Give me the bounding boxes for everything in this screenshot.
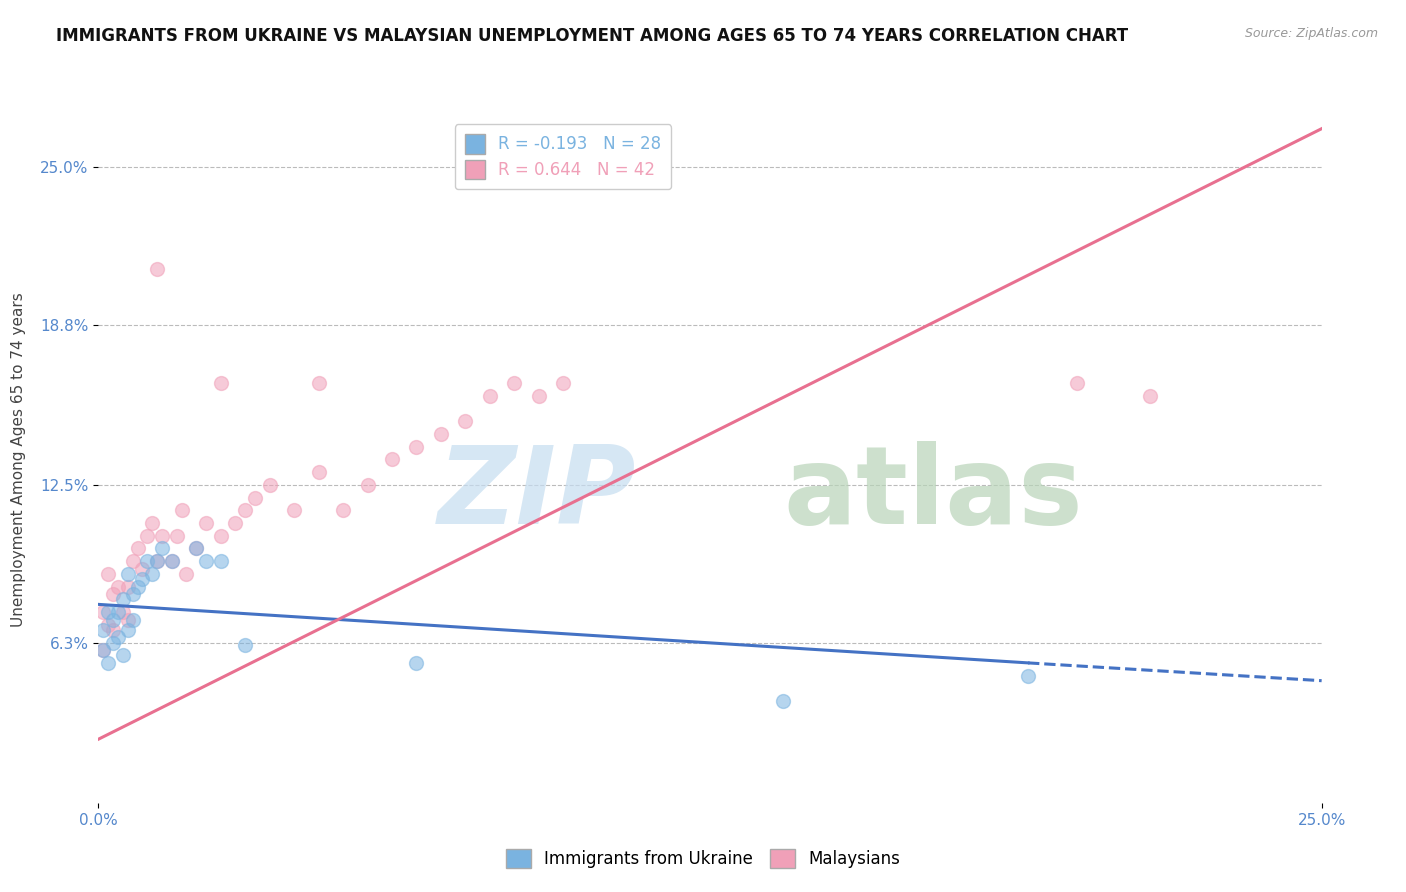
- Point: [332, 503, 354, 517]
- Point: [160, 554, 183, 568]
- Point: [117, 580, 139, 594]
- Point: [101, 587, 124, 601]
- Point: [136, 529, 159, 543]
- Point: [381, 452, 404, 467]
- Point: [150, 541, 173, 556]
- Point: [233, 638, 256, 652]
- Point: [101, 635, 124, 649]
- Point: [97, 566, 120, 581]
- Point: [91, 643, 114, 657]
- Point: [478, 389, 501, 403]
- Point: [141, 516, 163, 530]
- Text: ZIP: ZIP: [439, 441, 637, 547]
- Legend: R = -0.193   N = 28, R = 0.644   N = 42: R = -0.193 N = 28, R = 0.644 N = 42: [456, 124, 672, 189]
- Point: [503, 376, 526, 390]
- Point: [259, 478, 281, 492]
- Point: [160, 554, 183, 568]
- Point: [91, 623, 114, 637]
- Point: [186, 541, 208, 556]
- Point: [101, 613, 124, 627]
- Legend: Immigrants from Ukraine, Malaysians: Immigrants from Ukraine, Malaysians: [499, 842, 907, 875]
- Point: [233, 503, 256, 517]
- Point: [1017, 668, 1039, 682]
- Text: IMMIGRANTS FROM UKRAINE VS MALAYSIAN UNEMPLOYMENT AMONG AGES 65 TO 74 YEARS CORR: IMMIGRANTS FROM UKRAINE VS MALAYSIAN UNE…: [56, 27, 1129, 45]
- Point: [101, 623, 124, 637]
- Point: [111, 592, 134, 607]
- Point: [111, 648, 134, 663]
- Point: [527, 389, 550, 403]
- Point: [195, 554, 218, 568]
- Point: [1066, 376, 1088, 390]
- Point: [97, 656, 120, 670]
- Point: [107, 605, 129, 619]
- Point: [308, 465, 330, 479]
- Point: [91, 643, 114, 657]
- Point: [136, 554, 159, 568]
- Point: [107, 580, 129, 594]
- Text: atlas: atlas: [783, 441, 1083, 547]
- Point: [91, 605, 114, 619]
- Point: [209, 376, 232, 390]
- Point: [146, 261, 169, 276]
- Point: [186, 541, 208, 556]
- Point: [356, 478, 378, 492]
- Point: [170, 503, 193, 517]
- Point: [224, 516, 246, 530]
- Point: [405, 656, 427, 670]
- Point: [243, 491, 266, 505]
- Point: [195, 516, 218, 530]
- Point: [127, 541, 149, 556]
- Text: Source: ZipAtlas.com: Source: ZipAtlas.com: [1244, 27, 1378, 40]
- Point: [454, 414, 477, 428]
- Point: [141, 566, 163, 581]
- Point: [209, 529, 232, 543]
- Point: [121, 613, 143, 627]
- Point: [772, 694, 794, 708]
- Point: [150, 529, 173, 543]
- Point: [131, 562, 153, 576]
- Point: [97, 617, 120, 632]
- Point: [117, 566, 139, 581]
- Point: [111, 605, 134, 619]
- Point: [430, 426, 453, 441]
- Y-axis label: Unemployment Among Ages 65 to 74 years: Unemployment Among Ages 65 to 74 years: [11, 292, 27, 627]
- Point: [405, 440, 427, 454]
- Point: [107, 631, 129, 645]
- Point: [209, 554, 232, 568]
- Point: [131, 572, 153, 586]
- Point: [121, 587, 143, 601]
- Point: [97, 605, 120, 619]
- Point: [1139, 389, 1161, 403]
- Point: [121, 554, 143, 568]
- Point: [176, 566, 198, 581]
- Point: [308, 376, 330, 390]
- Point: [283, 503, 305, 517]
- Point: [127, 580, 149, 594]
- Point: [166, 529, 188, 543]
- Point: [146, 554, 169, 568]
- Point: [117, 613, 139, 627]
- Point: [117, 623, 139, 637]
- Point: [553, 376, 575, 390]
- Point: [146, 554, 169, 568]
